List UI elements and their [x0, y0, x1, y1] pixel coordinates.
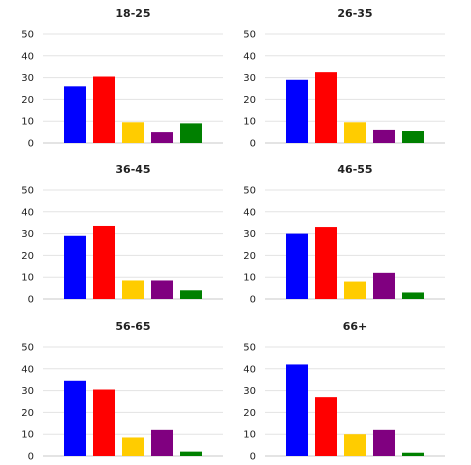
chart-panel-56-65: 56-65 0 10 20 30 40 50 — [21, 320, 223, 463]
chart-panel-46-55: 46-55 0 10 20 30 40 50 — [243, 163, 445, 306]
y-tick-label: 30 — [243, 73, 256, 84]
bar-2 — [315, 227, 337, 299]
bar-1 — [286, 364, 308, 456]
bar-2 — [315, 72, 337, 143]
chart-panel-26-35: 26-35 0 10 20 30 40 50 — [243, 7, 445, 150]
y-tick-label: 50 — [21, 186, 34, 197]
panel-title: 66+ — [343, 320, 368, 333]
y-tick-label: 40 — [243, 51, 256, 62]
panel-title: 36-45 — [115, 163, 150, 176]
bar-2 — [93, 76, 115, 143]
bar-1 — [64, 86, 86, 143]
bar-3 — [344, 281, 366, 299]
bar-4 — [151, 429, 173, 456]
chart-panel-18-25: 18-25 0 10 20 30 40 50 — [21, 7, 223, 150]
y-tick-label: 40 — [243, 364, 256, 375]
y-tick-label: 30 — [243, 386, 256, 397]
y-tick-label: 50 — [243, 186, 256, 197]
y-tick-label: 0 — [250, 452, 256, 463]
y-tick-label: 20 — [21, 251, 34, 262]
bar-1 — [286, 79, 308, 143]
bar-5 — [402, 452, 424, 456]
y-tick-label: 20 — [243, 408, 256, 419]
y-tick-label: 20 — [21, 408, 34, 419]
panel-title: 18-25 — [115, 7, 150, 20]
chart-panel-36-45: 36-45 0 10 20 30 40 50 — [21, 163, 223, 306]
y-tick-label: 30 — [21, 229, 34, 240]
y-tick-label: 50 — [21, 30, 34, 41]
bar-4 — [373, 272, 395, 299]
bar-3 — [344, 434, 366, 456]
y-tick-label: 20 — [21, 95, 34, 106]
y-tick-label: 10 — [21, 117, 34, 128]
y-tick-label: 40 — [21, 207, 34, 218]
bar-5 — [180, 290, 202, 299]
y-tick-label: 10 — [21, 430, 34, 441]
y-tick-label: 0 — [28, 452, 34, 463]
panel-title: 46-55 — [337, 163, 372, 176]
bar-5 — [402, 292, 424, 299]
y-tick-label: 10 — [243, 273, 256, 284]
y-tick-label: 0 — [28, 295, 34, 306]
bar-2 — [315, 397, 337, 456]
bar-5 — [180, 451, 202, 456]
y-tick-label: 30 — [243, 229, 256, 240]
y-tick-label: 0 — [28, 139, 34, 150]
y-tick-label: 40 — [21, 364, 34, 375]
bar-1 — [64, 380, 86, 456]
y-tick-label: 40 — [243, 207, 256, 218]
y-tick-label: 0 — [250, 139, 256, 150]
y-tick-label: 50 — [21, 343, 34, 354]
bar-4 — [373, 129, 395, 143]
y-tick-label: 10 — [21, 273, 34, 284]
y-tick-label: 20 — [243, 251, 256, 262]
bar-3 — [122, 437, 144, 456]
y-tick-label: 0 — [250, 295, 256, 306]
bar-3 — [122, 122, 144, 143]
chart-panel-66-plus: 66+ 0 10 20 30 40 50 — [243, 320, 445, 463]
y-tick-label: 30 — [21, 73, 34, 84]
bar-2 — [93, 389, 115, 456]
bar-3 — [344, 122, 366, 143]
bar-1 — [286, 233, 308, 299]
bar-4 — [151, 280, 173, 299]
y-tick-label: 50 — [243, 343, 256, 354]
y-tick-label: 10 — [243, 117, 256, 128]
y-tick-label: 50 — [243, 30, 256, 41]
bar-5 — [180, 123, 202, 143]
y-tick-label: 40 — [21, 51, 34, 62]
y-tick-label: 30 — [21, 386, 34, 397]
bar-4 — [373, 429, 395, 456]
bar-3 — [122, 280, 144, 299]
y-tick-label: 20 — [243, 95, 256, 106]
panel-title: 56-65 — [115, 320, 150, 333]
bar-4 — [151, 132, 173, 143]
bar-2 — [93, 225, 115, 299]
bar-5 — [402, 131, 424, 143]
bar-1 — [64, 235, 86, 299]
y-tick-label: 10 — [243, 430, 256, 441]
panel-title: 26-35 — [337, 7, 372, 20]
